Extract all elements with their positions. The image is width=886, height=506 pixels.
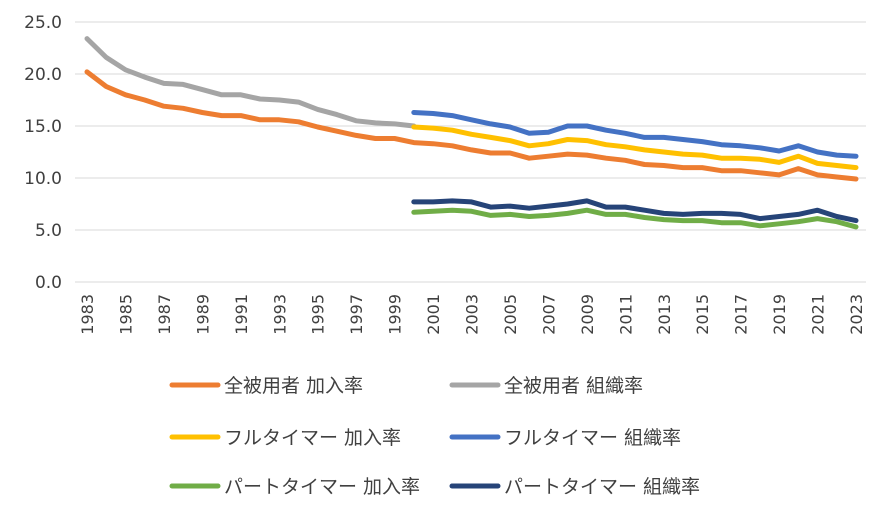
y-tick-label: 25.0 xyxy=(24,13,62,33)
x-tick-label: 2015 xyxy=(693,294,712,335)
x-tick-label: 1989 xyxy=(193,294,212,335)
x-tick-label: 2011 xyxy=(616,294,635,335)
y-tick-label: 5.0 xyxy=(35,221,62,241)
series-line-5 xyxy=(411,198,859,224)
x-tick-label: 1995 xyxy=(309,294,328,335)
x-tick-label: 2017 xyxy=(732,294,751,335)
x-tick-label: 2013 xyxy=(655,294,674,335)
x-tick-label: 2019 xyxy=(770,294,789,335)
legend-label: 全被用者 加入率 xyxy=(224,375,363,397)
x-tick-label: 1997 xyxy=(347,294,366,335)
x-tick-label: 1985 xyxy=(116,294,135,335)
x-tick-label: 2021 xyxy=(809,294,828,335)
series-line-1 xyxy=(84,36,417,129)
series-line-3 xyxy=(411,110,859,159)
series-line-0 xyxy=(84,69,859,182)
legend-label: 全被用者 組織率 xyxy=(504,375,643,397)
x-tick-label: 1999 xyxy=(386,294,405,335)
legend-label: パートタイマー 加入率 xyxy=(224,476,420,498)
x-tick-label: 2007 xyxy=(539,294,558,335)
y-tick-label: 0.0 xyxy=(35,273,62,293)
series-lines xyxy=(84,36,859,230)
y-tick-label: 10.0 xyxy=(24,169,62,189)
legend-label: フルタイマー 加入率 xyxy=(224,427,401,449)
x-tick-label: 1993 xyxy=(270,294,289,335)
x-tick-label: 2009 xyxy=(578,294,597,335)
x-tick-label: 2023 xyxy=(847,294,866,335)
x-tick-label: 1983 xyxy=(78,294,97,335)
y-axis-tick-labels: 0.0 5.0 10.0 15.0 20.0 25.0 xyxy=(24,13,62,293)
x-tick-label: 1991 xyxy=(232,294,251,335)
x-tick-label: 2003 xyxy=(463,294,482,335)
gridlines xyxy=(75,21,866,283)
series-line-2 xyxy=(411,124,859,171)
y-tick-label: 15.0 xyxy=(24,117,62,137)
series-line-4 xyxy=(411,207,859,230)
legend-label: パートタイマー 組織率 xyxy=(504,476,700,498)
x-tick-label: 2001 xyxy=(424,294,443,335)
legend-label: フルタイマー 組織率 xyxy=(504,427,681,449)
x-tick-label: 1987 xyxy=(155,294,174,335)
x-axis-tick-labels: 1983 1985 1987 1989 1991 1993 1995 1997 1999 2001… xyxy=(78,294,866,335)
x-tick-label: 2005 xyxy=(501,294,520,335)
y-tick-label: 20.0 xyxy=(24,65,62,85)
